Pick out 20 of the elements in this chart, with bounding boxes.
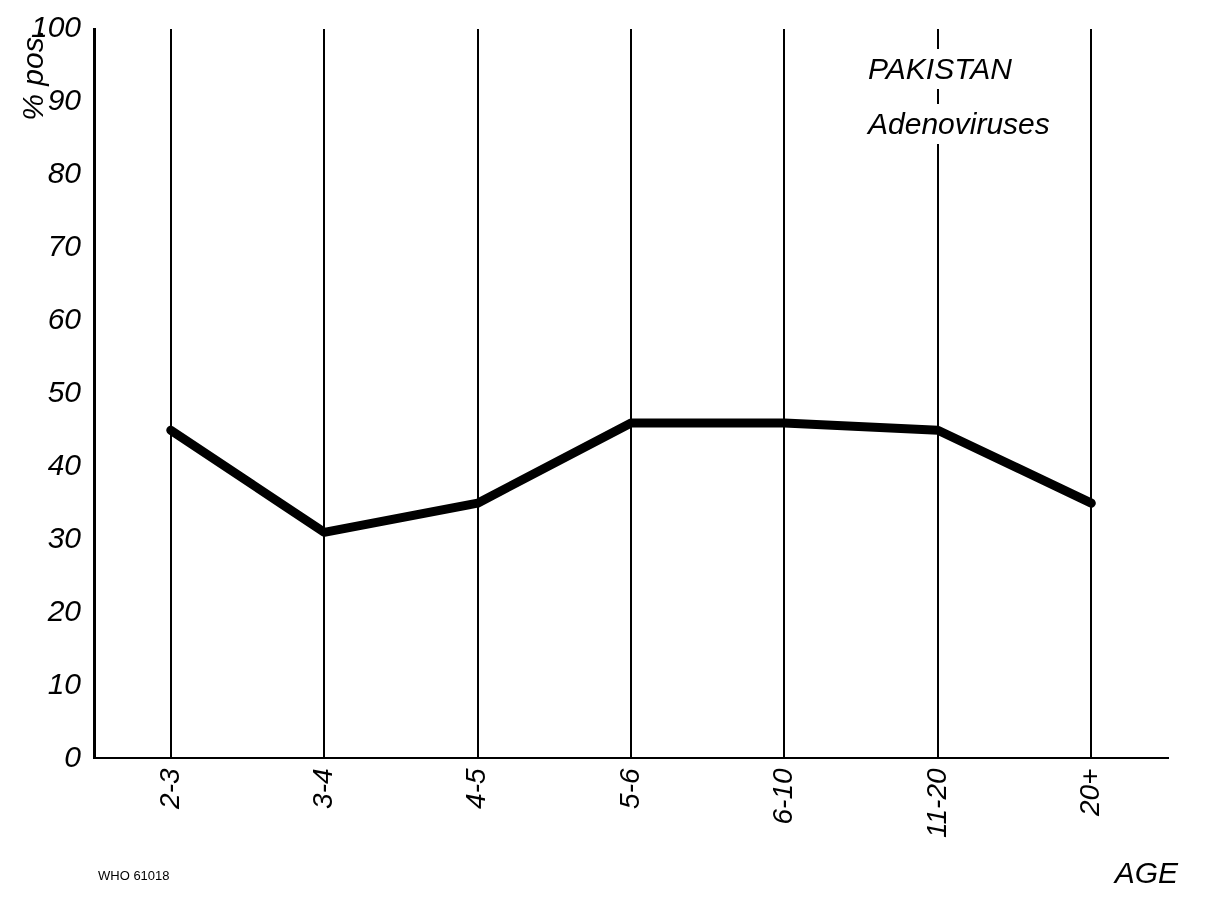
text: PAKISTAN <box>868 52 1013 85</box>
x-tick-label: 5-6 <box>613 768 645 809</box>
y-tick-label: 30 <box>47 520 82 554</box>
y-tick-label: 50 <box>47 375 82 409</box>
y-tick-label: 60 <box>47 302 82 336</box>
y-tick-label: 40 <box>47 448 82 482</box>
text: WHO 61018 <box>98 868 170 883</box>
x-tick-label: 11-20 <box>920 768 952 839</box>
x-tick-label: 20+ <box>1074 768 1106 817</box>
y-tick-label: 10 <box>47 666 82 700</box>
x-tick-label: 4-5 <box>460 768 492 809</box>
y-tick-label: 80 <box>47 156 82 190</box>
text: Adenoviruses <box>866 107 1050 140</box>
y-tick-label: 0 <box>64 739 82 773</box>
y-tick-label: 20 <box>46 593 82 627</box>
x-tick-label: 3-4 <box>306 768 338 809</box>
x-tick-label: 2-3 <box>153 768 185 810</box>
x-axis-title: AGE <box>1112 856 1179 889</box>
x-tick-label: 6-10 <box>767 768 799 825</box>
y-tick-label: 70 <box>47 229 82 263</box>
